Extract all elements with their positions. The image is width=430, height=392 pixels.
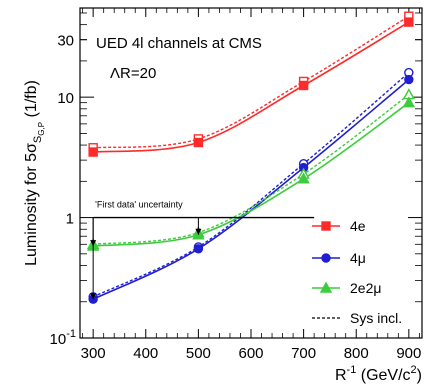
series-2e2mu-point [402,96,416,108]
series-4e-point [88,147,98,157]
series-2e2mu-point [297,172,310,184]
legend-4mu-marker [321,253,331,263]
x-tick-label: 800 [344,345,369,362]
legend-2e2mu-label: 2e2μ [350,280,381,296]
series-4e-sys-line [93,15,410,149]
axes-layer: 300 400 500 600 700 800 900 10-1 1 10 30 Luminosity… [23,7,423,384]
legend: 4e 4μ 2e2μ Sys incl. [312,218,402,326]
chart-subtitle: ΛR=20 [110,65,156,82]
x-tick-label: 400 [133,345,158,362]
series-2e2mu-sys-line [93,94,410,245]
y-axis-label-subsub: G,P [37,122,46,136]
y-tick-label: 10-1 [50,328,76,348]
chart-title: UED 4l channels at CMS [96,35,262,52]
uncertainty-arrow-head [195,228,202,235]
legend-4e-marker [321,221,331,231]
series-2e2mu-line [93,102,410,247]
x-tick-label: 500 [186,345,211,362]
y-tick-exponent: -1 [66,328,76,340]
legend-2e2mu-marker [319,281,333,293]
y-tick-label: 1 [66,211,74,228]
y-axis-label: Luminosity for 5σSG,P (1/fb) [23,80,46,266]
y-axis-label-sub: S [32,136,44,143]
uncertainty-arrow-head [90,293,97,300]
x-tick-label: 700 [291,345,316,362]
x-tick-label: 600 [238,345,263,362]
series-4e-point [298,80,309,91]
x-axis-unit: (GeV/c [356,367,410,384]
x-axis-unit-close: ) [417,367,422,384]
x-tick-label: 300 [81,345,106,362]
y-tick-label: 30 [57,33,74,50]
legend-sys-label: Sys incl. [350,310,402,326]
y-tick-label: 10 [57,90,74,107]
series-4e-line [93,21,410,153]
series-4e-point [193,137,204,148]
legend-4mu-label: 4μ [350,250,366,266]
series-4e-point [404,17,414,27]
series-4mu-point [193,244,204,254]
x-axis-label-exp: -1 [347,364,357,376]
series-4mu-point [404,74,414,85]
y-axis-unit: (1/fb) [23,80,40,122]
annotation-layer: 'First data' uncertainty [90,200,315,300]
x-tick-label: 900 [396,345,421,362]
x-axis-label: R-1 (GeV/c2) [335,364,422,384]
series-4mu-line [92,78,410,300]
legend-4e-label: 4e [350,218,366,234]
x-axis-unit-exp: 2 [411,364,417,376]
annotation-label: 'First data' uncertainty [95,200,183,210]
